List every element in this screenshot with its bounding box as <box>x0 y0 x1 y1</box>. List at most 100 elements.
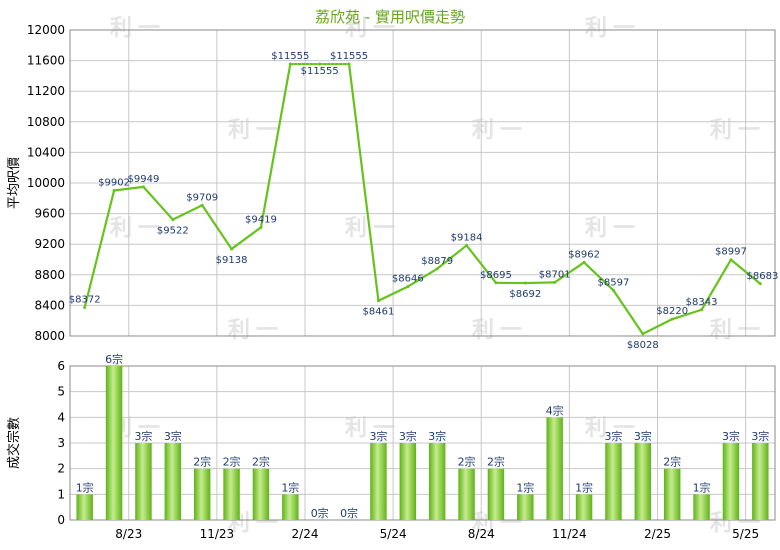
volume-y-tick-label: 1 <box>57 487 65 501</box>
price-point <box>758 282 762 286</box>
volume-data-label: 4宗 <box>546 403 564 417</box>
volume-data-label: 2宗 <box>663 455 681 469</box>
price-point <box>376 299 380 303</box>
price-point <box>230 247 234 251</box>
price-data-label: $8646 <box>392 274 424 285</box>
price-point <box>318 62 322 66</box>
watermark: 利一 <box>228 318 285 343</box>
price-line-segment <box>377 285 409 302</box>
watermark: 利一 <box>110 216 167 241</box>
price-y-tick-label: 10400 <box>27 145 65 159</box>
volume-bar <box>135 443 152 520</box>
price-point <box>611 288 615 292</box>
volume-bar <box>76 494 93 520</box>
volume-y-tick-label: 2 <box>57 462 65 476</box>
volume-data-label: 3宗 <box>604 429 622 443</box>
price-point <box>171 218 175 222</box>
volume-bar <box>663 468 681 520</box>
price-line-segment <box>671 308 703 321</box>
price-y-tick-label: 9200 <box>34 237 65 251</box>
volume-bar <box>428 443 446 520</box>
x-tick-label: 8/23 <box>115 527 142 541</box>
price-data-label: $8997 <box>715 247 747 258</box>
price-line-segment <box>406 267 439 288</box>
volume-bar <box>223 468 240 520</box>
volume-bar <box>105 366 123 520</box>
price-point <box>259 225 263 229</box>
price-point <box>729 258 733 262</box>
price-line-segment <box>582 261 615 292</box>
price-data-label: $9522 <box>157 226 189 237</box>
volume-bar <box>252 468 270 520</box>
volume-data-label: 2宗 <box>458 455 476 469</box>
x-tick-label: 5/25 <box>732 527 759 541</box>
watermark: 利一 <box>345 416 402 441</box>
price-data-label: $8220 <box>656 306 688 317</box>
volume-bar <box>458 468 475 520</box>
x-tick-label: 11/23 <box>200 527 235 541</box>
volume-bar <box>282 494 299 520</box>
volume-bar <box>634 443 652 520</box>
price-y-tick-label: 10800 <box>27 115 65 129</box>
volume-data-label: 1宗 <box>76 480 94 494</box>
price-line-segment <box>465 244 498 284</box>
volume-y-tick-label: 6 <box>57 359 65 373</box>
watermark: 利一 <box>472 318 529 343</box>
volume-data-label: 0宗 <box>340 506 358 520</box>
volume-data-label: 2宗 <box>223 455 241 469</box>
price-data-label: $8879 <box>421 256 453 267</box>
price-point <box>465 243 469 247</box>
volume-data-label: 3宗 <box>399 429 417 443</box>
volume-data-label: 2宗 <box>193 455 211 469</box>
watermark: 利一 <box>345 16 402 41</box>
price-line-segment <box>347 62 380 302</box>
price-y-tick-label: 11200 <box>27 84 65 98</box>
price-data-label: $8695 <box>480 270 512 281</box>
price-line-segment <box>612 289 644 335</box>
price-line-segment <box>553 261 586 284</box>
volume-data-label: 2宗 <box>487 455 505 469</box>
volume-bar <box>399 443 417 520</box>
price-line-segment <box>83 189 116 309</box>
volume-data-label: 3宗 <box>722 429 740 443</box>
volume-bar <box>193 468 211 520</box>
price-line-segment <box>524 281 556 285</box>
price-point <box>112 188 116 192</box>
price-data-label: $11555 <box>271 51 309 62</box>
x-tick-label: 2/24 <box>292 527 319 541</box>
volume-bar <box>487 468 505 520</box>
price-data-label: $8962 <box>568 249 600 260</box>
watermark: 利一 <box>585 416 642 441</box>
watermark: 利一 <box>110 16 167 41</box>
price-line-segment <box>142 185 174 221</box>
volume-bar <box>546 417 563 520</box>
price-y-axis-label: 平均呎價 <box>7 157 22 209</box>
volume-y-tick-label: 4 <box>57 410 65 424</box>
watermark: 利一 <box>585 216 642 241</box>
price-line-segment <box>171 204 204 221</box>
watermark: 利一 <box>585 16 642 41</box>
price-y-tick-label: 10000 <box>27 176 65 190</box>
watermark: 利一 <box>710 318 767 343</box>
price-data-label: $9709 <box>186 192 218 203</box>
volume-bar <box>752 443 769 520</box>
price-data-label: $9949 <box>128 174 160 185</box>
volume-data-label: 3宗 <box>428 429 446 443</box>
price-y-tick-label: 8000 <box>34 329 65 343</box>
price-y-tick-label: 8800 <box>34 268 65 282</box>
price-data-label: $9902 <box>98 177 130 188</box>
volume-y-tick-label: 0 <box>57 513 65 527</box>
price-data-label: $8372 <box>69 295 101 306</box>
price-point <box>553 280 557 284</box>
price-data-label: $8343 <box>686 297 718 308</box>
volume-plot-frame <box>69 365 776 521</box>
price-y-tick-label: 9600 <box>34 207 65 221</box>
volume-data-label: 3宗 <box>369 429 387 443</box>
price-data-label: $8028 <box>627 340 659 351</box>
price-point <box>523 281 527 285</box>
price-point <box>670 317 674 321</box>
price-data-label: $8692 <box>509 289 541 300</box>
price-point <box>582 260 586 264</box>
price-data-label: $11555 <box>330 51 368 62</box>
volume-data-label: 3宗 <box>751 429 769 443</box>
